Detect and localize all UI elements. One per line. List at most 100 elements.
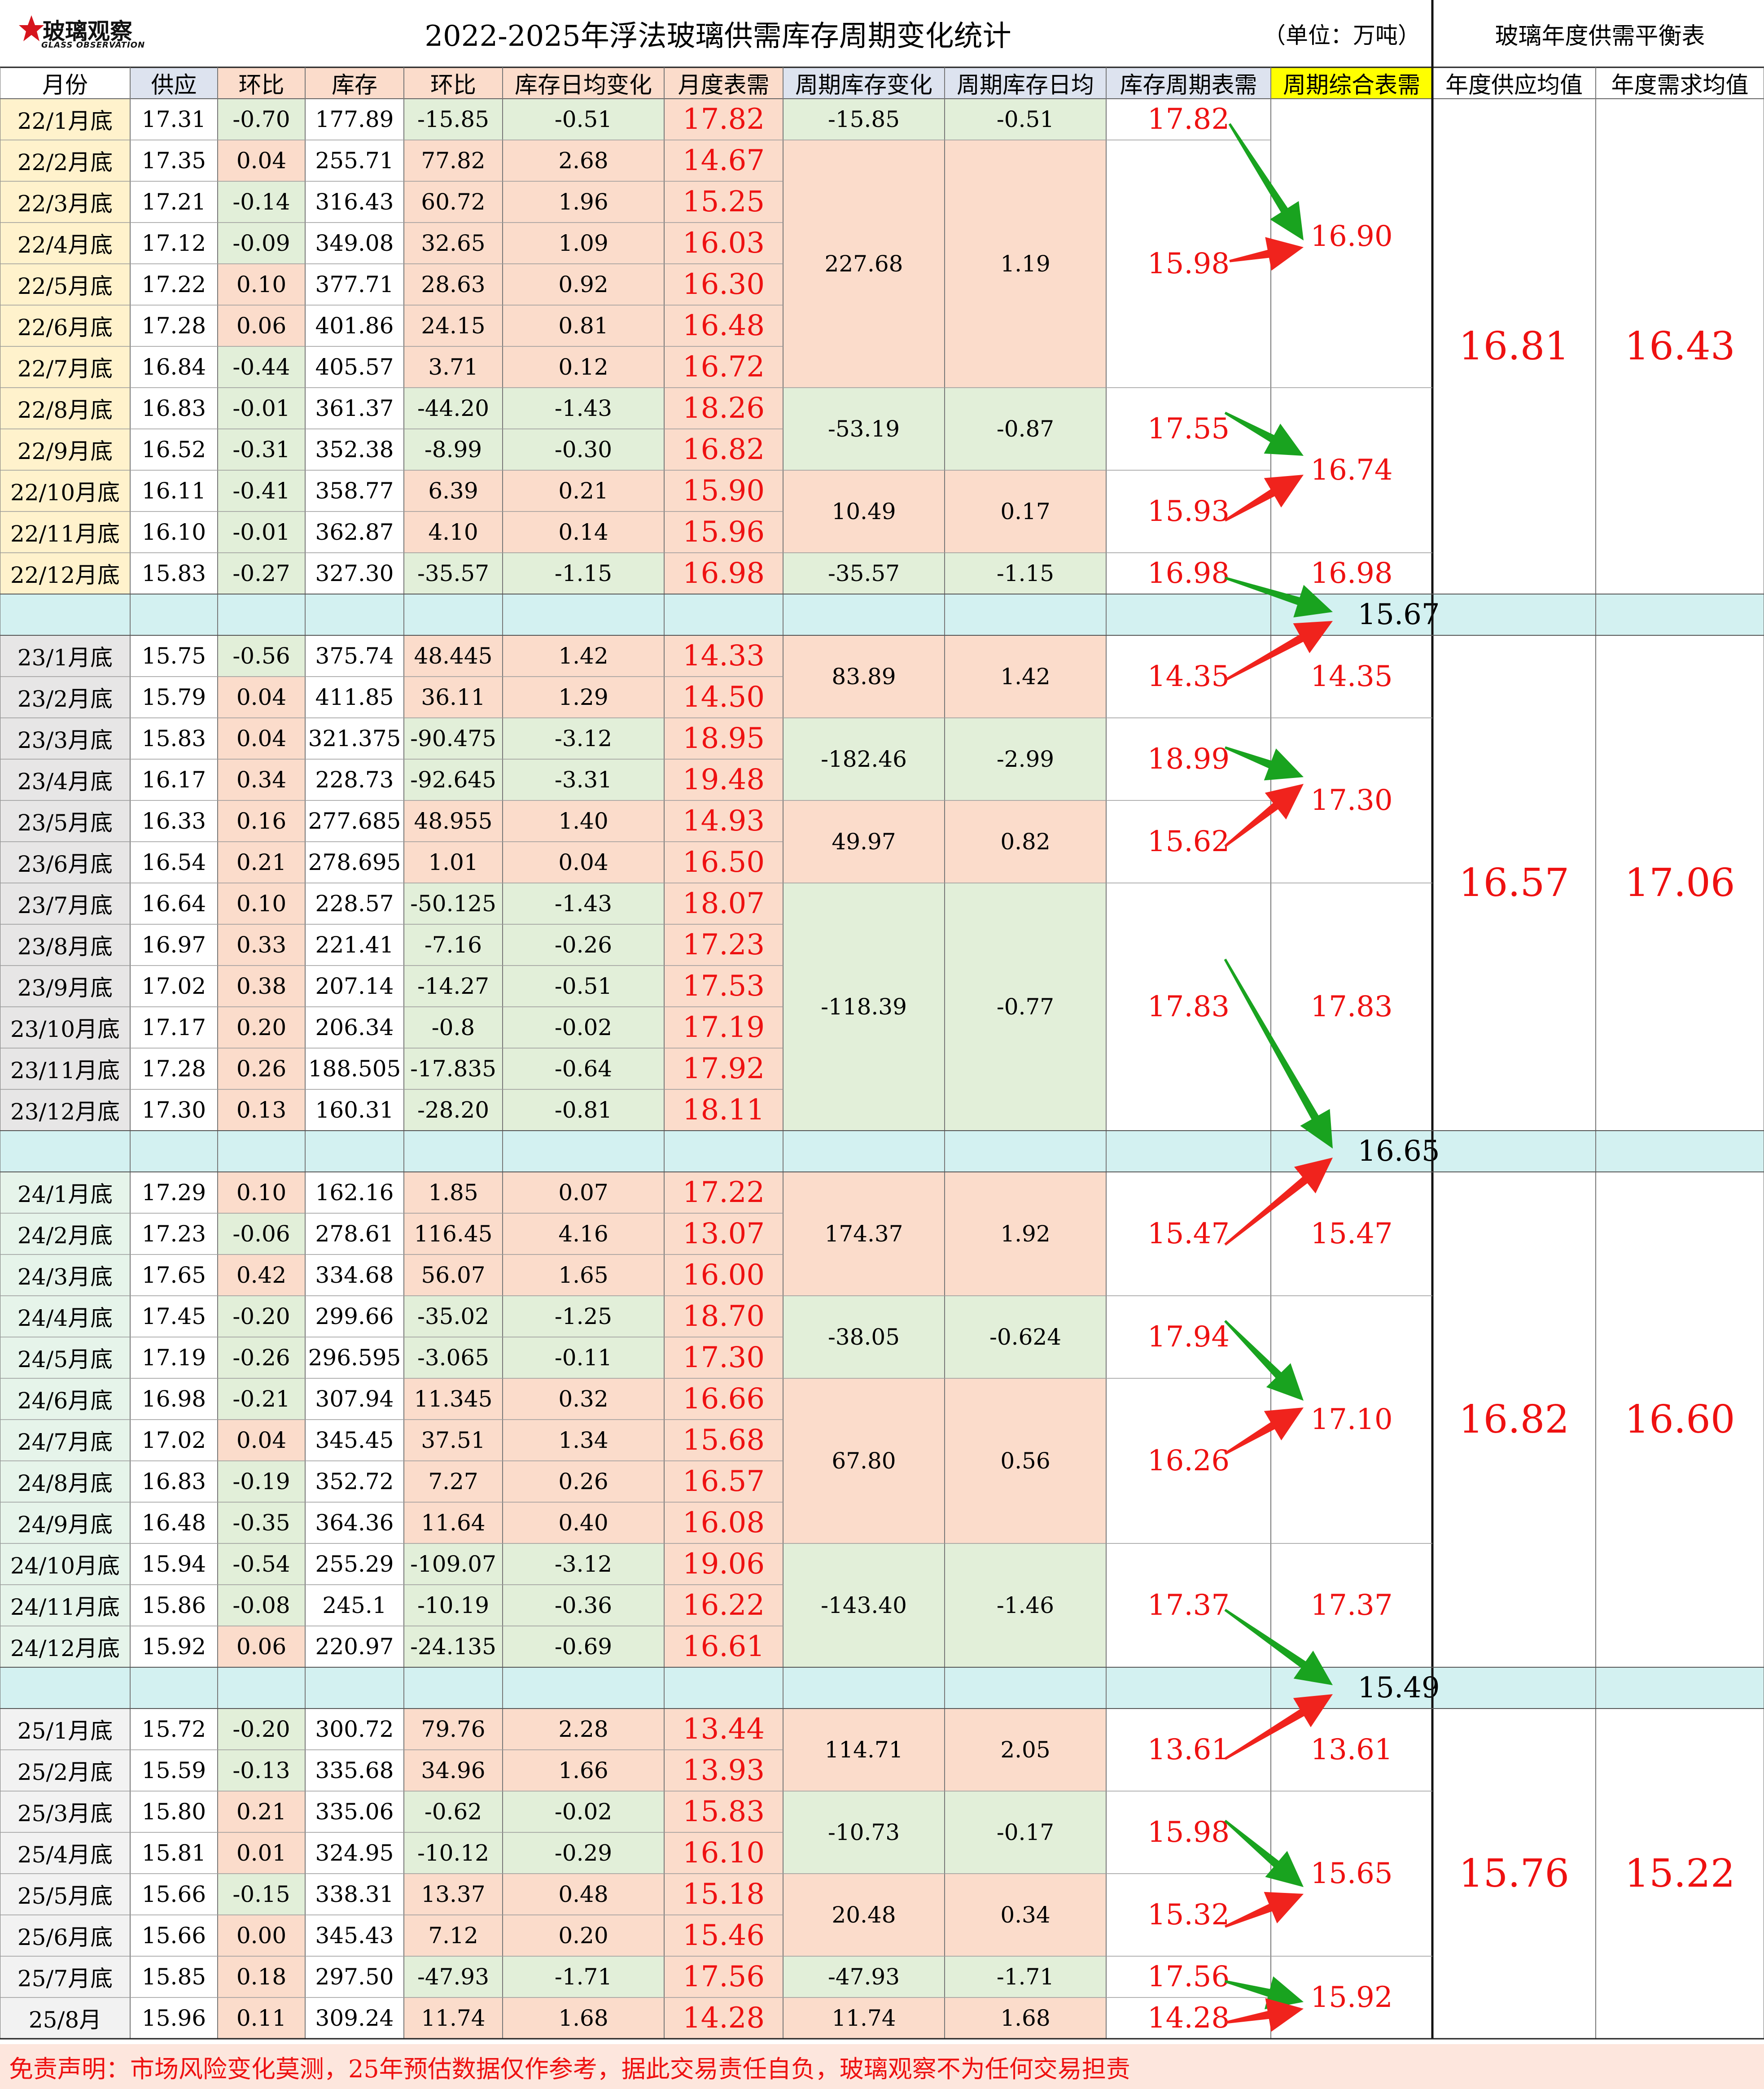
cycle-change-cell: 67.80 — [783, 1378, 945, 1543]
supply-mom-cell: 0.04 — [218, 677, 305, 718]
inventory-daily-cell: 1.96 — [503, 181, 664, 223]
annual-demand-cell: 17.06 — [1624, 861, 1735, 905]
inventory-mom-cell: -90.475 — [404, 718, 503, 759]
monthly-demand-cell: 15.90 — [664, 470, 783, 511]
cycle-demand-cell: 13.61 — [1147, 1733, 1230, 1766]
month-cell: 25/1月底 — [0, 1709, 130, 1750]
inventory-cell: 206.34 — [315, 1014, 394, 1040]
month-cell: 23/6月底 — [0, 842, 130, 883]
logo-subtitle: GLASS OBSERVATION — [41, 40, 145, 50]
month-cell: 22/6月底 — [0, 305, 130, 346]
composite-demand-cell: 14.35 — [1310, 660, 1393, 693]
cycle-demand-cell: 17.83 — [1147, 990, 1230, 1023]
composite-demand-cell: 16.90 — [1310, 220, 1393, 253]
cycle-demand-cell: 15.32 — [1147, 1898, 1230, 1932]
cycle-demand-cell: 15.98 — [1147, 247, 1230, 280]
supply-mom-cell: -0.19 — [218, 1461, 305, 1502]
month-cell: 22/5月底 — [0, 264, 130, 305]
cycle-daily-cell: 1.92 — [945, 1172, 1106, 1296]
supply-cell: 15.96 — [141, 2005, 206, 2031]
inventory-cell: 338.31 — [315, 1881, 394, 1907]
inventory-daily-cell: 1.65 — [503, 1254, 664, 1296]
inventory-mom-cell: -44.20 — [404, 388, 503, 429]
supply-cell: 16.83 — [141, 1468, 206, 1495]
inventory-cell: 361.37 — [315, 395, 394, 421]
inventory-cell: 221.41 — [315, 932, 394, 958]
col-annual-supply: 年度供应均值 — [1445, 72, 1583, 99]
inventory-daily-cell: -1.43 — [503, 883, 664, 924]
inventory-daily-cell: 0.12 — [503, 346, 664, 388]
inventory-mom-cell: -0.62 — [404, 1791, 503, 1832]
red-arrow-icon — [1224, 1892, 1304, 1928]
month-cell: 24/11月底 — [0, 1585, 130, 1626]
inventory-daily-cell: 0.21 — [503, 470, 664, 511]
col-cycle-demand: 库存周期表需 — [1106, 67, 1271, 99]
month-cell: 25/8月 — [0, 1997, 130, 2039]
inventory-cell: 349.08 — [315, 230, 394, 256]
cycle-change-cell: -118.39 — [783, 883, 945, 1131]
supply-mom-cell: 0.42 — [218, 1254, 305, 1296]
monthly-demand-cell: 14.67 — [664, 140, 783, 181]
month-cell: 24/4月底 — [0, 1296, 130, 1337]
supply-cell: 15.80 — [141, 1799, 206, 1825]
monthly-demand-cell: 16.82 — [664, 429, 783, 470]
composite-demand-cell: 17.30 — [1310, 784, 1393, 817]
inventory-cell: 188.505 — [308, 1056, 401, 1082]
month-cell: 24/1月底 — [0, 1172, 130, 1213]
col-supply: 供应 — [130, 67, 218, 99]
cycle-demand-cell: 15.93 — [1147, 495, 1230, 528]
monthly-demand-cell: 18.26 — [664, 388, 783, 429]
unit-label: （单位：万吨） — [1263, 22, 1420, 48]
inventory-cell: 228.57 — [315, 891, 394, 917]
cycle-demand-cell: 18.99 — [1147, 743, 1230, 776]
inventory-mom-cell: 37.51 — [404, 1420, 503, 1461]
month-cell: 24/10月底 — [0, 1543, 130, 1585]
col-monthly-demand: 月度表需 — [664, 67, 783, 99]
supply-cell: 17.23 — [141, 1221, 206, 1247]
supply-cell: 17.31 — [141, 106, 206, 132]
month-cell: 24/8月底 — [0, 1461, 130, 1502]
inventory-daily-cell: -1.71 — [503, 1956, 664, 1997]
composite-demand-cell: 15.92 — [1310, 1981, 1393, 2014]
inventory-daily-cell: -0.29 — [503, 1832, 664, 1874]
cycle-daily-cell: -0.17 — [945, 1791, 1106, 1874]
inventory-mom-cell: -0.8 — [404, 1007, 503, 1048]
supply-cell: 16.54 — [141, 849, 206, 875]
inventory-daily-cell: 0.81 — [503, 305, 664, 346]
monthly-demand-cell: 16.10 — [664, 1832, 783, 1874]
month-cell: 22/9月底 — [0, 429, 130, 470]
monthly-demand-cell: 14.28 — [664, 1997, 783, 2039]
cycle-demand-cell: 14.35 — [1147, 660, 1230, 693]
inventory-mom-cell: -50.125 — [404, 883, 503, 924]
inventory-daily-cell: 2.28 — [503, 1709, 664, 1750]
cycle-daily-cell: 1.42 — [945, 635, 1106, 718]
inventory-mom-cell: 7.27 — [404, 1461, 503, 1502]
supply-cell: 15.92 — [141, 1634, 206, 1660]
inventory-cell: 309.24 — [315, 2005, 394, 2031]
red-arrow-icon — [1224, 784, 1304, 848]
inventory-cell: 364.36 — [315, 1510, 394, 1536]
inventory-daily-cell: -0.30 — [503, 429, 664, 470]
supply-cell: 16.17 — [141, 767, 206, 793]
cycle-demand-cell: 17.37 — [1147, 1589, 1230, 1622]
red-arrow-icon — [1224, 621, 1333, 682]
inventory-mom-cell: 56.07 — [404, 1254, 503, 1296]
supply-cell: 17.65 — [141, 1262, 206, 1288]
inventory-cell: 327.30 — [315, 560, 394, 586]
supply-mom-cell: 0.10 — [218, 264, 305, 305]
month-cell: 23/3月底 — [0, 718, 130, 759]
composite-demand-cell: 16.98 — [1310, 557, 1393, 590]
monthly-demand-cell: 15.46 — [664, 1915, 783, 1956]
inventory-daily-cell: 1.09 — [503, 223, 664, 264]
month-cell: 22/4月底 — [0, 223, 130, 264]
monthly-demand-cell: 15.18 — [664, 1874, 783, 1915]
cycle-demand-cell: 14.28 — [1147, 2002, 1230, 2035]
monthly-demand-cell: 15.83 — [664, 1791, 783, 1832]
logo-text: 玻璃观察 — [43, 18, 132, 44]
supply-cell: 17.21 — [141, 189, 206, 215]
supply-mom-cell: 0.21 — [218, 842, 305, 883]
cycle-change-cell: -15.85 — [783, 99, 945, 140]
month-cell: 23/8月底 — [0, 924, 130, 966]
composite-demand-cell: 13.61 — [1310, 1733, 1393, 1766]
